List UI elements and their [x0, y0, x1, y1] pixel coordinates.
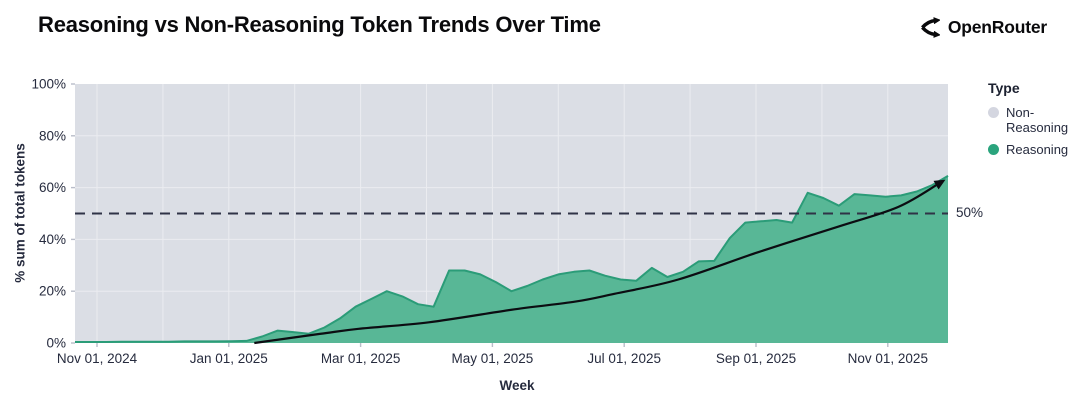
brand-logo: OpenRouter: [917, 16, 1047, 39]
legend-label-reasoning: Reasoning: [1006, 142, 1069, 158]
axis-ticks: [71, 83, 889, 347]
openrouter-logo-icon: [920, 17, 940, 38]
x-tick-label: Sep 01, 2025: [716, 351, 796, 366]
reference-line-label: 50%: [956, 205, 984, 220]
y-tick-label: 100%: [31, 77, 66, 92]
page-title: Reasoning vs Non-Reasoning Token Trends …: [38, 12, 601, 37]
x-tick-label: Mar 01, 2025: [321, 351, 401, 366]
legend-item-non-reasoning[interactable]: Non-Reasoning: [988, 105, 1078, 135]
legend-item-reasoning[interactable]: Reasoning: [988, 143, 1078, 158]
reasoning-swatch: [988, 144, 999, 156]
non-reasoning-swatch: [988, 107, 999, 118]
x-tick-label: May 01, 2025: [451, 351, 533, 366]
y-tick-label: 20%: [39, 284, 66, 299]
x-tick-label: Nov 01, 2024: [57, 351, 138, 366]
plot-area: 0% 20% 40% 60% 80% 100% Nov 01, 2024 Jan 01, 20…: [31, 77, 949, 366]
legend-title: Type: [988, 80, 1020, 96]
legend-label-non-reasoning: Non-Reasoning: [1006, 105, 1069, 135]
y-tick-label: 40%: [39, 232, 66, 247]
legend: Type Non-Reasoning Reasoning: [988, 80, 1078, 166]
y-tick-label: 80%: [39, 128, 66, 143]
x-axis-title: Week: [499, 378, 535, 393]
x-tick-label: Nov 01, 2025: [848, 351, 928, 366]
y-tick-label: 60%: [39, 180, 66, 195]
reasoning-area-outline: [75, 175, 949, 343]
y-tick-label: 0%: [46, 336, 66, 351]
trend-arrow-line: [254, 179, 946, 345]
x-tick-label: Jan 01, 2025: [190, 351, 268, 366]
brand-name: OpenRouter: [947, 17, 1047, 37]
x-tick-label: Jul 01, 2025: [587, 351, 661, 366]
reasoning-area: [75, 175, 948, 343]
